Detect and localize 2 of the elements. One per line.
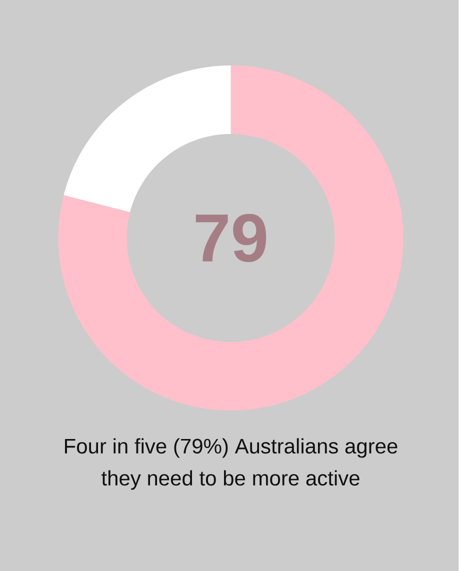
text: Four in five (79%) Australians agree they need to be more active xyxy=(65,438,398,490)
data-label: 79 xyxy=(196,214,266,262)
